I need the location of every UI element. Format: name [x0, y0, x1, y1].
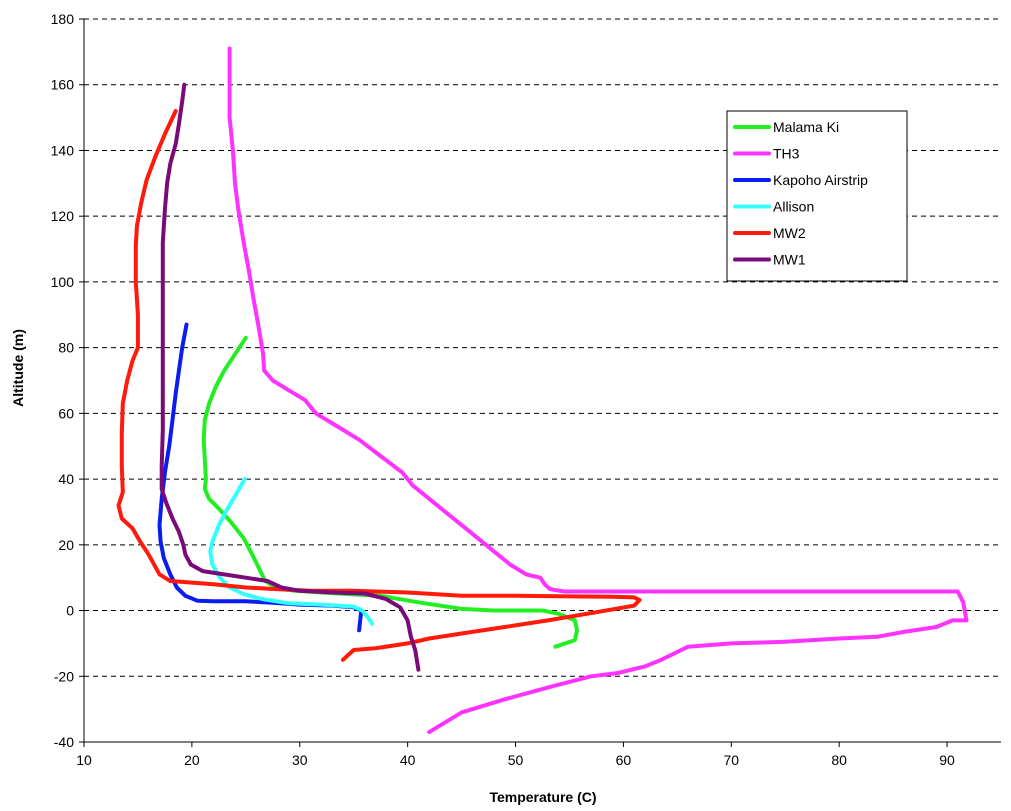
y-tick-label: 0: [66, 603, 74, 619]
y-tick-label: 80: [58, 340, 74, 356]
x-tick-labels: 10 20 30 40 50 60 70 80 90: [76, 752, 955, 768]
y-tick-label: 100: [51, 274, 75, 290]
x-tick-label: 20: [184, 752, 200, 768]
x-tick-label: 30: [292, 752, 308, 768]
y-tick-label: -40: [54, 734, 74, 750]
legend-label-malama-ki: Malama Ki: [773, 119, 839, 135]
legend: Malama Ki TH3 Kapoho Airstrip Allison MW2 MW1: [726, 110, 908, 282]
series-line-malama-ki: [201, 335, 579, 649]
x-axis-title: Temperature (C): [489, 789, 596, 805]
legend-box: [726, 110, 908, 282]
legend-label-allison: Allison: [773, 199, 814, 215]
y-tick-label: 180: [51, 11, 75, 27]
y-tick-label: 120: [51, 208, 75, 224]
x-tick-label: 10: [76, 752, 92, 768]
y-tick-label: 140: [51, 142, 75, 158]
y-tick-label: 20: [58, 537, 74, 553]
x-tick-label: 40: [400, 752, 416, 768]
y-axis-title: Altitude (m): [10, 329, 26, 407]
y-tick-label: 160: [51, 77, 75, 93]
x-tick-label: 80: [831, 752, 847, 768]
legend-label-mw2: MW2: [773, 225, 806, 241]
series-line-mw2: [116, 109, 642, 662]
series-line-mw1: [159, 82, 421, 672]
legend-label-kapoho-airstrip: Kapoho Airstrip: [773, 172, 868, 188]
x-tick-label: 90: [939, 752, 955, 768]
y-tick-label: 60: [58, 405, 74, 421]
x-tick-label: 60: [616, 752, 632, 768]
y-tick-label: -20: [54, 668, 74, 684]
y-tick-label: 40: [58, 471, 74, 487]
x-tick-label: 70: [724, 752, 740, 768]
series-line-th3: [227, 46, 969, 735]
x-tick-label: 50: [508, 752, 524, 768]
y-tick-labels: -40 -20 0 20 40 60 80 100 120 140 160 180: [51, 11, 75, 750]
series-lines: [116, 46, 969, 735]
legend-label-th3: TH3: [773, 146, 800, 162]
legend-label-mw1: MW1: [773, 252, 806, 268]
axes: [79, 18, 1001, 747]
